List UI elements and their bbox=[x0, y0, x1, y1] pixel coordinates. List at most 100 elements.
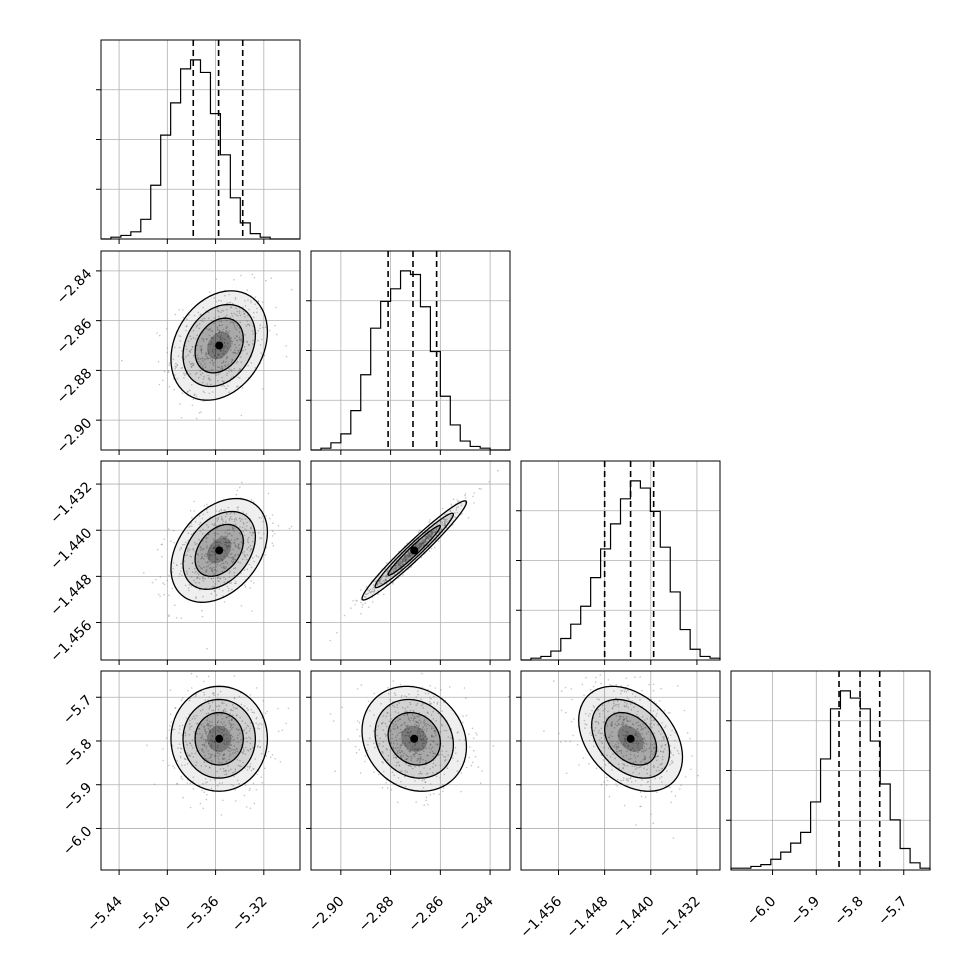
scatter-point bbox=[230, 340, 233, 342]
scatter-point bbox=[435, 743, 437, 745]
scatter-point bbox=[206, 356, 209, 358]
scatter-point bbox=[234, 768, 237, 770]
scatter-point bbox=[436, 523, 438, 526]
scatter-point bbox=[396, 743, 399, 745]
scatter-point bbox=[230, 369, 232, 371]
scatter-point bbox=[232, 351, 234, 354]
scatter-point bbox=[651, 743, 654, 746]
scatter-point bbox=[659, 750, 662, 753]
scatter-point bbox=[251, 610, 253, 612]
scatter-point bbox=[223, 565, 225, 568]
scatter-point bbox=[615, 746, 618, 748]
scatter-point bbox=[430, 702, 433, 705]
scatter-point bbox=[234, 298, 237, 301]
scatter-point bbox=[242, 752, 245, 754]
scatter-point bbox=[382, 745, 384, 747]
scatter-point bbox=[356, 688, 359, 690]
scatter-point bbox=[428, 537, 430, 540]
scatter-point bbox=[247, 750, 250, 752]
scatter-point bbox=[405, 558, 407, 561]
scatter-point bbox=[216, 576, 219, 578]
scatter-point bbox=[427, 537, 430, 540]
scatter-point bbox=[225, 770, 227, 772]
scatter-point bbox=[248, 736, 250, 738]
scatter-point bbox=[428, 533, 431, 535]
scatter-point bbox=[368, 591, 371, 593]
scatter-point bbox=[218, 315, 220, 318]
scatter-point bbox=[421, 672, 423, 675]
scatter-point bbox=[389, 730, 391, 732]
scatter-point bbox=[200, 319, 202, 322]
scatter-point bbox=[419, 529, 422, 532]
scatter-point bbox=[191, 562, 194, 564]
scatter-point bbox=[460, 790, 463, 793]
scatter-point bbox=[168, 385, 171, 388]
scatter-point bbox=[243, 346, 246, 348]
scatter-point bbox=[429, 702, 431, 705]
scatter-point bbox=[204, 577, 206, 580]
scatter-point bbox=[221, 380, 224, 382]
scatter-point bbox=[377, 745, 380, 747]
scatter-point bbox=[382, 729, 384, 731]
scatter-point bbox=[615, 743, 617, 746]
scatter-point bbox=[222, 522, 224, 525]
scatter-point bbox=[230, 709, 232, 711]
scatter-point bbox=[373, 742, 375, 745]
scatter-point bbox=[242, 761, 244, 764]
scatter-point bbox=[180, 416, 183, 419]
scatter-point bbox=[646, 781, 649, 783]
scatter-point bbox=[389, 698, 392, 701]
scatter-point bbox=[627, 698, 630, 700]
contour-line bbox=[387, 524, 442, 576]
scatter-point bbox=[404, 560, 407, 562]
scatter-point bbox=[461, 512, 463, 515]
scatter-point bbox=[464, 497, 467, 499]
scatter-point bbox=[238, 695, 241, 698]
scatter-point bbox=[220, 368, 222, 370]
scatter-point bbox=[404, 554, 406, 557]
scatter-point bbox=[226, 743, 228, 745]
scatter-point bbox=[435, 775, 438, 778]
scatter-point bbox=[224, 316, 227, 318]
scatter-point bbox=[404, 743, 406, 745]
scatter-point bbox=[624, 724, 626, 726]
scatter-point bbox=[620, 750, 622, 752]
scatter-point bbox=[231, 561, 234, 564]
scatter-point bbox=[431, 533, 433, 535]
scatter-point bbox=[187, 532, 190, 534]
scatter-point bbox=[426, 728, 428, 730]
scatter-point bbox=[420, 556, 423, 559]
scatter-point bbox=[644, 719, 646, 721]
scatter-point bbox=[172, 567, 174, 570]
scatter-point bbox=[409, 750, 412, 752]
scatter-point bbox=[234, 542, 236, 544]
scatter-point bbox=[216, 784, 219, 787]
scatter-point bbox=[232, 548, 234, 551]
scatter-point bbox=[418, 547, 420, 549]
scatter-point bbox=[180, 747, 183, 750]
scatter-point bbox=[444, 519, 447, 522]
scatter-point bbox=[394, 565, 397, 567]
scatter-point bbox=[230, 552, 233, 555]
scatter-point bbox=[233, 696, 236, 699]
scatter-point bbox=[253, 711, 255, 714]
scatter-point bbox=[236, 360, 239, 363]
scatter-point bbox=[631, 765, 634, 767]
scatter-point bbox=[604, 740, 607, 742]
scatter-point bbox=[226, 356, 228, 359]
scatter-point bbox=[235, 493, 238, 496]
scatter-point bbox=[394, 756, 397, 759]
scatter-point bbox=[431, 532, 433, 534]
scatter-point bbox=[170, 540, 172, 542]
scatter-point bbox=[232, 321, 235, 324]
scatter-point bbox=[226, 356, 229, 359]
scatter-point bbox=[217, 761, 220, 763]
scatter-point bbox=[646, 772, 648, 775]
scatter-point bbox=[247, 725, 250, 728]
scatter-point bbox=[403, 714, 406, 716]
scatter-point bbox=[450, 503, 453, 506]
scatter-point bbox=[373, 590, 375, 592]
scatter-point bbox=[369, 710, 371, 712]
scatter-point bbox=[206, 735, 208, 737]
scatter-point bbox=[611, 707, 614, 710]
